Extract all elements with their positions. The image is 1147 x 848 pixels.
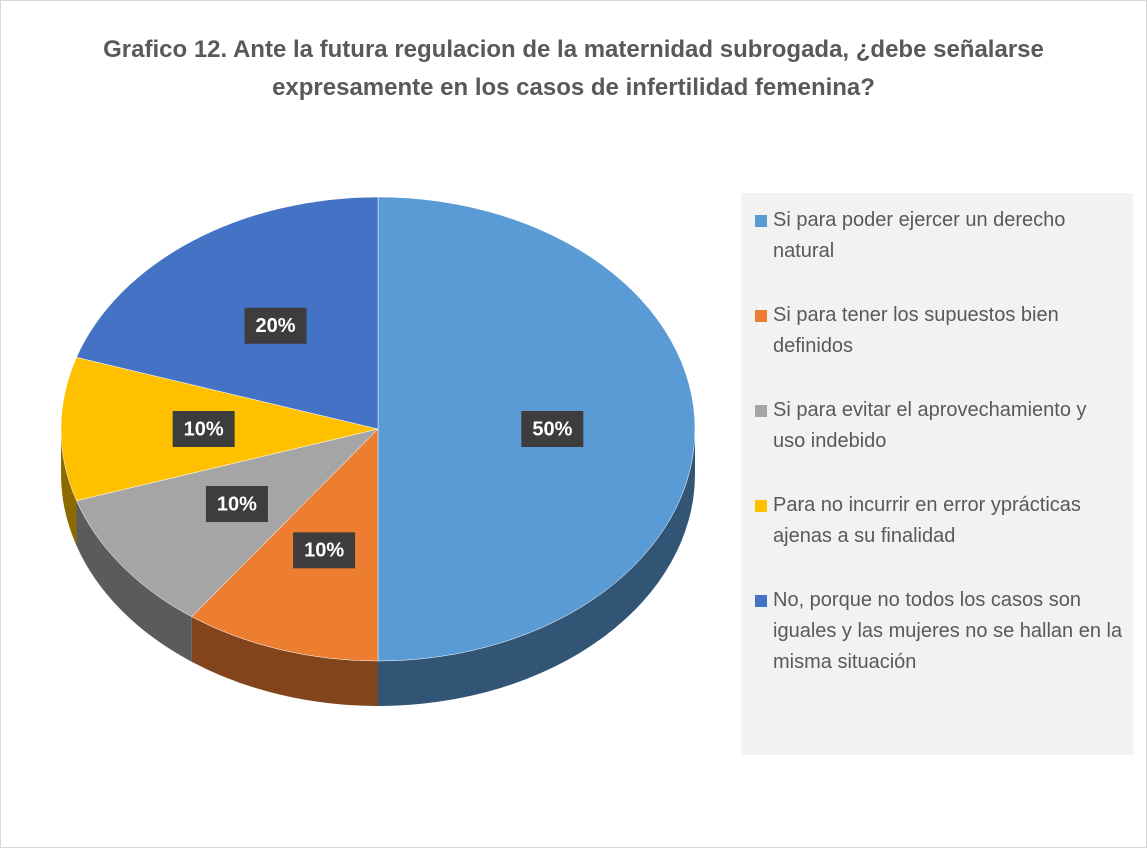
slice-side — [76, 500, 192, 662]
legend-swatch — [755, 310, 767, 322]
data-label-box — [244, 307, 307, 344]
legend-swatch — [755, 595, 767, 607]
data-label-box — [293, 532, 356, 569]
pie-area: 50% 10% 10% 10% 20% — [60, 196, 696, 706]
legend-item: Si para poder ejercer un derecho natural — [755, 205, 1123, 267]
slice-side — [191, 616, 378, 706]
legend-item: Para no incurrir en error yprácticas aje… — [755, 490, 1123, 552]
legend: Si para poder ejercer un derecho natural… — [741, 193, 1133, 755]
data-label: 10% — [304, 540, 344, 562]
legend-item: Si para tener los supuestos bien definid… — [755, 300, 1123, 362]
data-label-box — [172, 411, 235, 447]
legend-item: No, porque no todos los casos son iguale… — [755, 585, 1123, 678]
legend-label: Si para evitar el aprovechamiento y uso … — [773, 399, 1087, 452]
legend-label: Si para poder ejercer un derecho natural — [773, 209, 1066, 262]
slice-side — [378, 429, 695, 706]
legend-swatch — [755, 500, 767, 512]
data-label-box — [521, 411, 584, 447]
legend-swatch — [755, 405, 767, 417]
slice — [191, 428, 379, 662]
legend-swatch — [755, 215, 767, 227]
slice-side — [61, 429, 77, 546]
slice — [76, 196, 379, 430]
legend-label: No, porque no todos los casos son iguale… — [773, 589, 1123, 673]
chart-title: Grafico 12. Ante la futura regulacion de… — [103, 36, 1044, 101]
data-label: 20% — [256, 315, 296, 337]
data-label: 50% — [532, 418, 572, 440]
legend-label: Si para tener los supuestos bien definid… — [773, 304, 1059, 357]
legend-label: Para no incurrir en error yprácticas aje… — [773, 494, 1081, 547]
data-label: 10% — [184, 418, 224, 440]
slice — [76, 428, 379, 617]
data-label: 10% — [217, 493, 257, 515]
legend-item: Si para evitar el aprovechamiento y uso … — [755, 395, 1123, 457]
data-label-box — [205, 486, 268, 523]
